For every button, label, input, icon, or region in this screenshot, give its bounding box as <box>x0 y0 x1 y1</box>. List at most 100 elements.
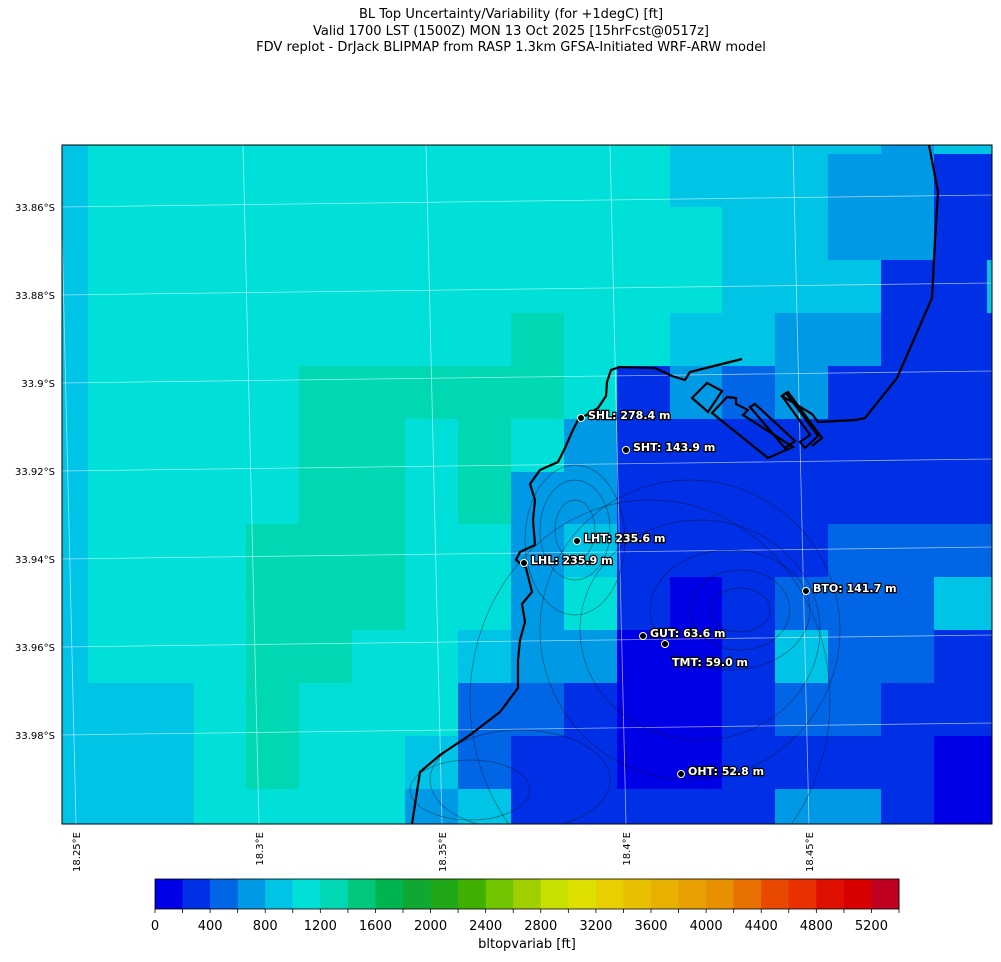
colorbar-swatch <box>816 879 845 909</box>
colorbar-swatch <box>513 879 542 909</box>
field-cell <box>299 577 353 631</box>
field-cell <box>88 683 142 737</box>
colorbar-tick-label: 2400 <box>469 919 502 934</box>
field-cell <box>934 683 988 737</box>
field-cell <box>881 789 935 824</box>
field-cell <box>564 260 618 314</box>
colorbar-tick-label: 800 <box>253 919 278 934</box>
field-cell <box>987 472 992 525</box>
colorbar-swatch <box>651 879 679 909</box>
longitude-tick-label: 18.45°E <box>805 832 816 872</box>
field-cell <box>141 524 195 578</box>
latitude-tick-label: 33.9°S <box>21 379 55 390</box>
field-cell <box>352 145 406 155</box>
field-cell <box>511 260 565 314</box>
colorbar-swatch <box>871 879 900 909</box>
latitude-tick-label: 33.86°S <box>15 203 55 214</box>
field-cell <box>141 789 195 824</box>
field-cell <box>299 524 353 578</box>
field-cell <box>828 683 882 737</box>
field-cell <box>194 207 247 261</box>
field-cell <box>987 154 992 208</box>
stations: SHL: 278.4 m SHT: 143.9 m LHT: 235.6 m LHL:… <box>520 408 898 779</box>
colorbar-swatch <box>182 879 211 909</box>
longitude-tick-label: 18.3°E <box>255 832 266 866</box>
field-cell <box>194 472 247 525</box>
latitude-gridline <box>62 370 992 384</box>
field-cell <box>458 630 512 684</box>
colorbar-tick-label: 0 <box>151 919 159 934</box>
colorbar-swatch <box>678 879 707 909</box>
field-cell <box>828 736 882 790</box>
field-cell <box>352 683 406 737</box>
colorbar-swatch <box>430 879 459 909</box>
field-cell <box>564 472 618 525</box>
station-marker <box>573 537 581 545</box>
latitude-gridline <box>62 282 992 296</box>
colorbar-swatch <box>265 879 294 909</box>
contour-line <box>554 499 596 561</box>
latitude-gridline <box>62 722 992 736</box>
contour-line <box>649 549 811 671</box>
colorbar: 0 400 800 1200 1600 2000 2400 2800 3200 3600 4000 4… <box>151 878 900 934</box>
field-cell <box>670 419 723 473</box>
field-cell <box>987 789 992 824</box>
contour-line <box>709 587 771 633</box>
field-cell <box>511 145 565 155</box>
contour-line <box>539 479 611 581</box>
field-cell <box>881 154 935 208</box>
latitude-tick-label: 33.92°S <box>15 467 55 478</box>
field-cell <box>828 260 882 314</box>
colorbar-swatch <box>568 879 597 909</box>
field-cell <box>775 630 829 684</box>
field-cell <box>458 524 512 578</box>
field-cell <box>299 145 353 155</box>
field-cell <box>564 577 618 631</box>
field-cell <box>458 154 512 208</box>
station-marker <box>622 446 630 454</box>
field-cell <box>670 736 723 790</box>
field-cell <box>62 260 89 314</box>
field-cell <box>722 789 776 824</box>
field-cell <box>299 789 353 824</box>
field-cell <box>141 683 195 737</box>
contour-line <box>524 464 626 616</box>
field-cell <box>617 154 671 208</box>
latitude-tick-label: 33.98°S <box>15 731 55 742</box>
field-cell <box>246 313 300 367</box>
field-cell <box>88 207 142 261</box>
field-cell <box>670 145 723 155</box>
field-cell <box>934 313 988 367</box>
field-cell <box>828 577 882 631</box>
latitude-tick-label: 33.96°S <box>15 643 55 654</box>
colorbar-tick-label: 4000 <box>690 919 723 934</box>
field-cell <box>564 207 618 261</box>
lat-lon-gridlines <box>62 145 992 824</box>
field-cell <box>246 419 300 473</box>
colorbar-frame <box>154 878 900 910</box>
station-label: BTO: 141.7 m <box>813 582 897 595</box>
field-cell <box>88 260 142 314</box>
field-cell <box>88 366 142 420</box>
field-cell <box>511 207 565 261</box>
field-cell <box>405 472 459 525</box>
field-cell <box>934 630 988 684</box>
field-cell <box>141 736 195 790</box>
field-cell <box>511 472 565 525</box>
field-cell <box>987 630 992 684</box>
field-cell <box>987 207 992 261</box>
field-cell <box>934 207 988 261</box>
latitude-tick-label: 33.88°S <box>15 291 55 302</box>
longitude-gridline <box>792 145 810 824</box>
station-label: GUT: 63.6 m <box>650 627 726 640</box>
field-cell <box>722 472 776 525</box>
field-cell <box>352 207 406 261</box>
field-cell <box>511 789 565 824</box>
field-cell <box>299 154 353 208</box>
field-cell <box>458 683 512 737</box>
colorbar-tick-label: 4400 <box>745 919 778 934</box>
field-cell <box>405 630 459 684</box>
colorbar-swatch <box>210 879 239 909</box>
field-cell <box>775 736 829 790</box>
